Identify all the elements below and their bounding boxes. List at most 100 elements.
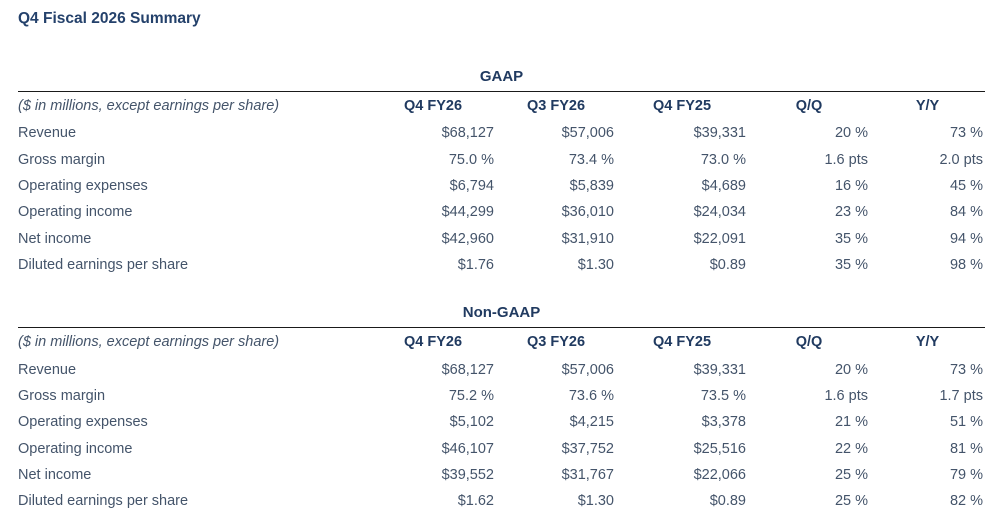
q4fy25-value: $25,516 (693, 440, 746, 457)
q3fy26-value: $1.30 (577, 257, 614, 274)
yy-change: 45 % (949, 177, 983, 194)
row-label: Operating expenses (18, 177, 148, 194)
column-header-q3-fy26: Q3 FY26 (526, 334, 586, 351)
yy-change: 1.7 pts (939, 387, 983, 404)
q3fy26-value: $57,006 (561, 125, 614, 142)
row-label: Gross margin (18, 151, 106, 168)
q4fy25-value: $0.89 (709, 493, 746, 510)
column-header-q3-fy26: Q3 FY26 (526, 98, 586, 114)
q4fy26-value: $39,552 (441, 467, 494, 484)
column-header-qq: Q/Q (795, 334, 823, 351)
yy-change: 81 % (949, 440, 983, 457)
qq-change: 20 % (834, 361, 868, 378)
qq-change: 25 % (834, 467, 868, 484)
q4fy25-value: $22,091 (693, 230, 746, 247)
q4fy25-value: $39,331 (693, 125, 746, 142)
gaap-caption: GAAP (479, 68, 524, 85)
column-header-yy: Y/Y (915, 98, 940, 114)
qq-change: 16 % (834, 177, 868, 194)
non-gaap-row-diluted-eps: Diluted earnings per share $1.62 $1.30 $… (18, 488, 985, 512)
yy-change: 51 % (949, 414, 983, 431)
q3fy26-value: $31,910 (561, 230, 614, 247)
qq-change: 35 % (834, 230, 868, 247)
yy-change: 82 % (949, 493, 983, 510)
q4fy26-value: $44,299 (441, 204, 494, 221)
q4fy26-value: 75.0 % (448, 151, 494, 168)
q4fy26-value: $42,960 (441, 230, 494, 247)
q4fy25-value: 73.0 % (700, 151, 746, 168)
gaap-row-net-income: Net income $42,960 $31,910 $22,091 35 % … (18, 226, 985, 252)
non-gaap-row-gross-margin: Gross margin 75.2 % 73.6 % 73.5 % 1.6 pt… (18, 383, 985, 409)
gaap-row-operating-income: Operating income $44,299 $36,010 $24,034… (18, 199, 985, 225)
gaap-table: ($ in millions, except earnings per shar… (18, 91, 985, 278)
q3fy26-value: 73.4 % (568, 151, 614, 168)
q4fy25-value: $3,378 (701, 414, 746, 431)
non-gaap-header-row: ($ in millions, except earnings per shar… (18, 328, 985, 357)
non-gaap-caption: Non-GAAP (462, 304, 541, 322)
column-header-yy: Y/Y (915, 334, 940, 351)
q3fy26-value: $57,006 (561, 361, 614, 378)
q4fy26-value: $46,107 (441, 440, 494, 457)
gaap-row-gross-margin: Gross margin 75.0 % 73.4 % 73.0 % 1.6 pt… (18, 146, 985, 172)
row-label: Revenue (18, 361, 77, 378)
row-label: Revenue (18, 125, 77, 142)
q3fy26-value: $1.30 (577, 493, 614, 510)
unit-note: ($ in millions, except earnings per shar… (18, 334, 280, 351)
qq-change: 35 % (834, 257, 868, 274)
q3fy26-value: $4,215 (569, 414, 614, 431)
q4fy26-value: $68,127 (441, 361, 494, 378)
qq-change: 20 % (834, 125, 868, 142)
unit-note: ($ in millions, except earnings per shar… (18, 98, 280, 114)
q3fy26-value: $5,839 (569, 177, 614, 194)
qq-change: 1.6 pts (824, 387, 868, 404)
yy-change: 73 % (949, 125, 983, 142)
row-label: Diluted earnings per share (18, 257, 189, 274)
yy-change: 2.0 pts (939, 151, 983, 168)
non-gaap-row-operating-expenses: Operating expenses $5,102 $4,215 $3,378 … (18, 409, 985, 435)
column-header-q4-fy26: Q4 FY26 (403, 98, 463, 114)
row-label: Operating expenses (18, 414, 148, 431)
yy-change: 84 % (949, 204, 983, 221)
qq-change: 25 % (834, 493, 868, 510)
gaap-row-diluted-eps: Diluted earnings per share $1.76 $1.30 $… (18, 252, 985, 278)
q4fy26-value: $5,102 (449, 414, 494, 431)
gaap-row-revenue: Revenue $68,127 $57,006 $39,331 20 % 73 … (18, 120, 985, 146)
q4fy25-value: $24,034 (693, 204, 746, 221)
column-header-q4-fy25: Q4 FY25 (652, 334, 712, 351)
q4fy25-value: $0.89 (709, 257, 746, 274)
q4fy26-value: $68,127 (441, 125, 494, 142)
column-header-q4-fy25: Q4 FY25 (652, 98, 712, 114)
yy-change: 98 % (949, 257, 983, 274)
q4fy25-value: $22,066 (693, 467, 746, 484)
q4fy26-value: $6,794 (449, 177, 494, 194)
row-label: Operating income (18, 204, 133, 221)
row-label: Operating income (18, 440, 133, 457)
gaap-header-row: ($ in millions, except earnings per shar… (18, 92, 985, 121)
q3fy26-value: 73.6 % (568, 387, 614, 404)
qq-change: 23 % (834, 204, 868, 221)
gaap-row-operating-expenses: Operating expenses $6,794 $5,839 $4,689 … (18, 173, 985, 199)
page-title: Q4 Fiscal 2026 Summary (18, 10, 201, 27)
q3fy26-value: $37,752 (561, 440, 614, 457)
q4fy26-value: $1.62 (457, 493, 494, 510)
q4fy26-value: 75.2 % (448, 387, 494, 404)
qq-change: 21 % (834, 414, 868, 431)
yy-change: 79 % (949, 467, 983, 484)
q4fy25-value: $39,331 (693, 361, 746, 378)
q3fy26-value: $36,010 (561, 204, 614, 221)
yy-change: 73 % (949, 361, 983, 378)
qq-change: 1.6 pts (824, 151, 868, 168)
non-gaap-table: ($ in millions, except earnings per shar… (18, 327, 985, 512)
q4fy25-value: $4,689 (701, 177, 746, 194)
row-label: Gross margin (18, 387, 106, 404)
yy-change: 94 % (949, 230, 983, 247)
non-gaap-row-net-income: Net income $39,552 $31,767 $22,066 25 % … (18, 462, 985, 488)
qq-change: 22 % (834, 440, 868, 457)
row-label: Diluted earnings per share (18, 493, 189, 510)
non-gaap-row-revenue: Revenue $68,127 $57,006 $39,331 20 % 73 … (18, 356, 985, 382)
q4fy26-value: $1.76 (457, 257, 494, 274)
row-label: Net income (18, 467, 92, 484)
q3fy26-value: $31,767 (561, 467, 614, 484)
column-header-q4-fy26: Q4 FY26 (403, 334, 463, 351)
